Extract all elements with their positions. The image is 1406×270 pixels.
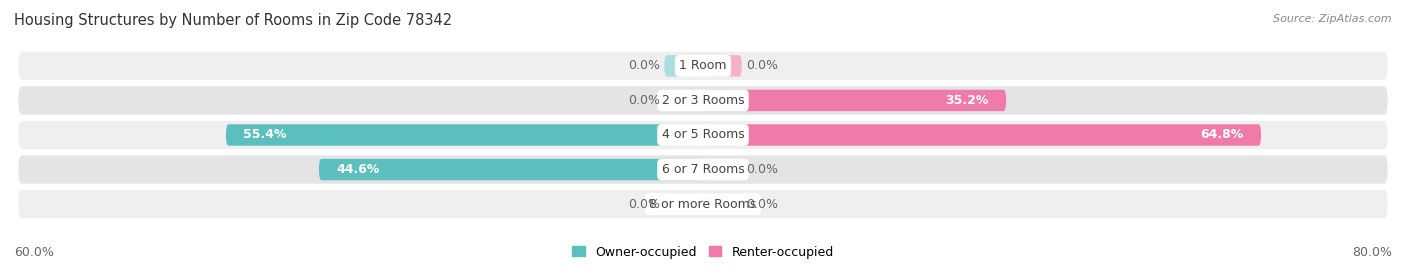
- FancyBboxPatch shape: [226, 124, 703, 146]
- Text: 0.0%: 0.0%: [747, 59, 778, 72]
- Text: 0.0%: 0.0%: [628, 94, 659, 107]
- Text: 64.8%: 64.8%: [1201, 129, 1244, 141]
- Text: 0.0%: 0.0%: [747, 198, 778, 211]
- FancyBboxPatch shape: [18, 190, 1388, 218]
- FancyBboxPatch shape: [703, 124, 1261, 146]
- Text: 60.0%: 60.0%: [14, 246, 53, 259]
- Text: 44.6%: 44.6%: [336, 163, 380, 176]
- FancyBboxPatch shape: [18, 121, 1388, 149]
- Legend: Owner-occupied, Renter-occupied: Owner-occupied, Renter-occupied: [568, 241, 838, 264]
- FancyBboxPatch shape: [18, 52, 1388, 80]
- FancyBboxPatch shape: [18, 86, 1388, 114]
- Text: 8 or more Rooms: 8 or more Rooms: [650, 198, 756, 211]
- FancyBboxPatch shape: [319, 159, 703, 180]
- Text: 0.0%: 0.0%: [628, 198, 659, 211]
- FancyBboxPatch shape: [18, 156, 1388, 184]
- Text: 2 or 3 Rooms: 2 or 3 Rooms: [662, 94, 744, 107]
- FancyBboxPatch shape: [664, 55, 703, 77]
- Text: 80.0%: 80.0%: [1353, 246, 1392, 259]
- Text: 0.0%: 0.0%: [747, 163, 778, 176]
- FancyBboxPatch shape: [703, 193, 742, 215]
- FancyBboxPatch shape: [664, 90, 703, 111]
- Text: 35.2%: 35.2%: [946, 94, 988, 107]
- Text: 4 or 5 Rooms: 4 or 5 Rooms: [662, 129, 744, 141]
- FancyBboxPatch shape: [703, 159, 742, 180]
- Text: 0.0%: 0.0%: [628, 59, 659, 72]
- Text: 1 Room: 1 Room: [679, 59, 727, 72]
- Text: Housing Structures by Number of Rooms in Zip Code 78342: Housing Structures by Number of Rooms in…: [14, 14, 453, 29]
- Text: 6 or 7 Rooms: 6 or 7 Rooms: [662, 163, 744, 176]
- FancyBboxPatch shape: [703, 55, 742, 77]
- Text: 55.4%: 55.4%: [243, 129, 287, 141]
- FancyBboxPatch shape: [703, 90, 1007, 111]
- FancyBboxPatch shape: [664, 193, 703, 215]
- Text: Source: ZipAtlas.com: Source: ZipAtlas.com: [1274, 14, 1392, 23]
